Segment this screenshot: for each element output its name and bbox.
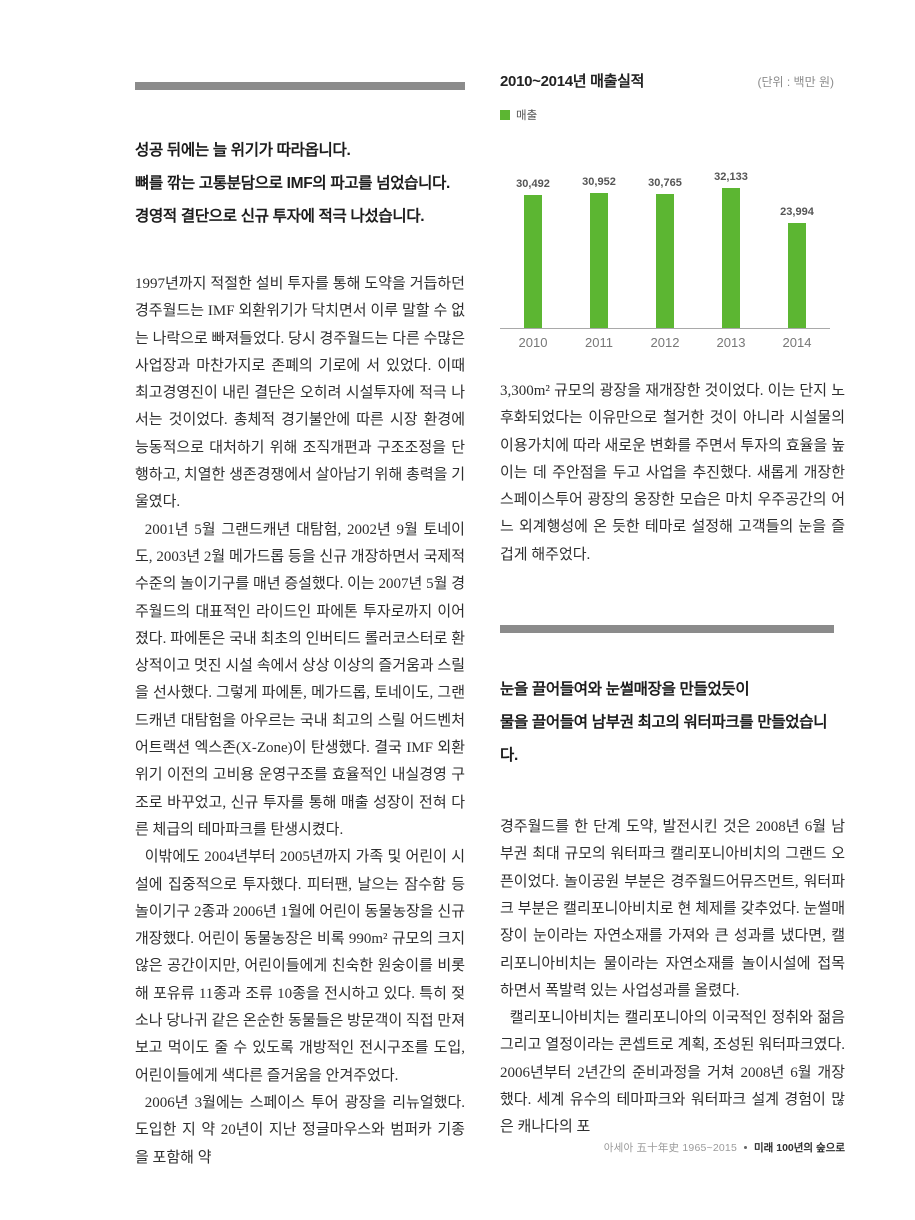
x-tick-2010: 2010 [518,335,548,350]
body-text-right-bottom: 경주월드를 한 단계 도약, 발전시킨 것은 2008년 6월 남부권 최대 규… [500,814,845,1142]
bar-rect [788,223,806,328]
x-tick-2011: 2011 [585,335,613,350]
legend-swatch-icon [500,110,510,120]
paragraph: 이밖에도 2004년부터 2005년까지 가족 및 어린이 시설에 집중적으로 … [135,849,465,1084]
bar-2013: 32,133 [703,171,759,328]
paragraph: 캘리포니아비치는 캘리포니아의 이국적인 정취와 젊음 그리고 열정이라는 콘셉… [500,1010,845,1136]
paragraph: 3,300m² 규모의 광장을 재개장한 것이었다. 이는 단지 노후화되었다는… [500,383,845,563]
footer-section-title: 미래 100년의 숲으로 [754,1142,845,1154]
body-text-left: 1997년까지 적절한 설비 투자를 통해 도약을 거듭하던 경주월드는 IMF… [135,271,465,1172]
section-divider-bar [135,82,465,90]
bar-2012: 30,765 [637,177,693,328]
paragraph: 경주월드를 한 단계 도약, 발전시킨 것은 2008년 6월 남부권 최대 규… [500,819,845,999]
left-column: 성공 뒤에는 늘 위기가 따라옵니다. 뼈를 깎는 고통분담으로 IMF의 파고… [135,82,465,1172]
section-headline-2: 눈을 끌어들여와 눈썰매장을 만들었듯이 물을 끌어들여 남부권 최고의 워터파… [500,673,845,772]
bar-2011: 30,952 [571,176,627,328]
bar-value-label: 32,133 [714,171,748,183]
headline-line-2: 뼈를 깎는 고통분담으로 IMF의 파고를 넘었습니다. [135,175,451,192]
headline2-line-2: 물을 끌어들여 남부권 최고의 워터파크를 만들었습니다. [500,714,828,765]
bar-rect [656,194,674,328]
bar-value-label: 30,492 [516,178,550,190]
chart-legend: 매출 [500,107,845,123]
right-column: 2010~2014년 매출실적 (단위 : 백만 원) 매출 30,492 30,… [500,70,845,1142]
headline-line-3: 경영적 결단으로 신규 투자에 적극 나섰습니다. [135,208,425,225]
bar-2014: 23,994 [769,206,825,328]
bar-value-label: 30,765 [648,177,682,189]
headline2-line-1: 눈을 끌어들여와 눈썰매장을 만들었듯이 [500,681,750,699]
bar-value-label: 30,952 [582,176,616,188]
chart-header: 2010~2014년 매출실적 (단위 : 백만 원) [500,70,834,91]
bar-value-label: 23,994 [780,206,814,218]
chart-plot: 30,492 30,952 30,765 32,133 23,994 [500,133,830,329]
bar-rect [722,188,740,328]
paragraph: 2001년 5월 그랜드캐년 대탐험, 2002년 9월 토네이도, 2003년… [135,521,465,838]
section-divider-bar-2 [500,625,834,634]
x-tick-2014: 2014 [782,335,812,350]
x-tick-2013: 2013 [716,335,746,350]
bar-2010: 30,492 [505,178,561,328]
headline-line-1: 성공 뒤에는 늘 위기가 따라옵니다. [135,142,351,159]
page-footer: 아세아 五十年史 1965~2015 미래 100년의 숲으로 [604,1140,845,1155]
footer-separator-dot-icon [744,1146,748,1149]
bar-rect [524,195,542,328]
footer-book-title: 아세아 五十年史 1965~2015 [603,1142,738,1154]
chart-x-axis: 2010 2011 2012 2013 2014 [500,329,830,350]
chart-unit-note: (단위 : 백만 원) [757,75,834,89]
section-headline: 성공 뒤에는 늘 위기가 따라옵니다. 뼈를 깎는 고통분담으로 IMF의 파고… [135,134,465,233]
chart-title: 2010~2014년 매출실적 [500,73,645,90]
paragraph: 1997년까지 적절한 설비 투자를 통해 도약을 거듭하던 경주월드는 IMF… [135,276,465,511]
legend-label: 매출 [516,110,538,122]
x-tick-2012: 2012 [650,335,680,350]
paragraph: 2006년 3월에는 스페이스 투어 광장을 리뉴얼했다. 도입한 지 약 20… [135,1094,465,1166]
body-text-right-top: 3,300m² 규모의 광장을 재개장한 것이었다. 이는 단지 노후화되었다는… [500,378,845,569]
bar-rect [590,193,608,328]
sales-bar-chart: 2010~2014년 매출실적 (단위 : 백만 원) 매출 30,492 30,… [500,70,845,350]
